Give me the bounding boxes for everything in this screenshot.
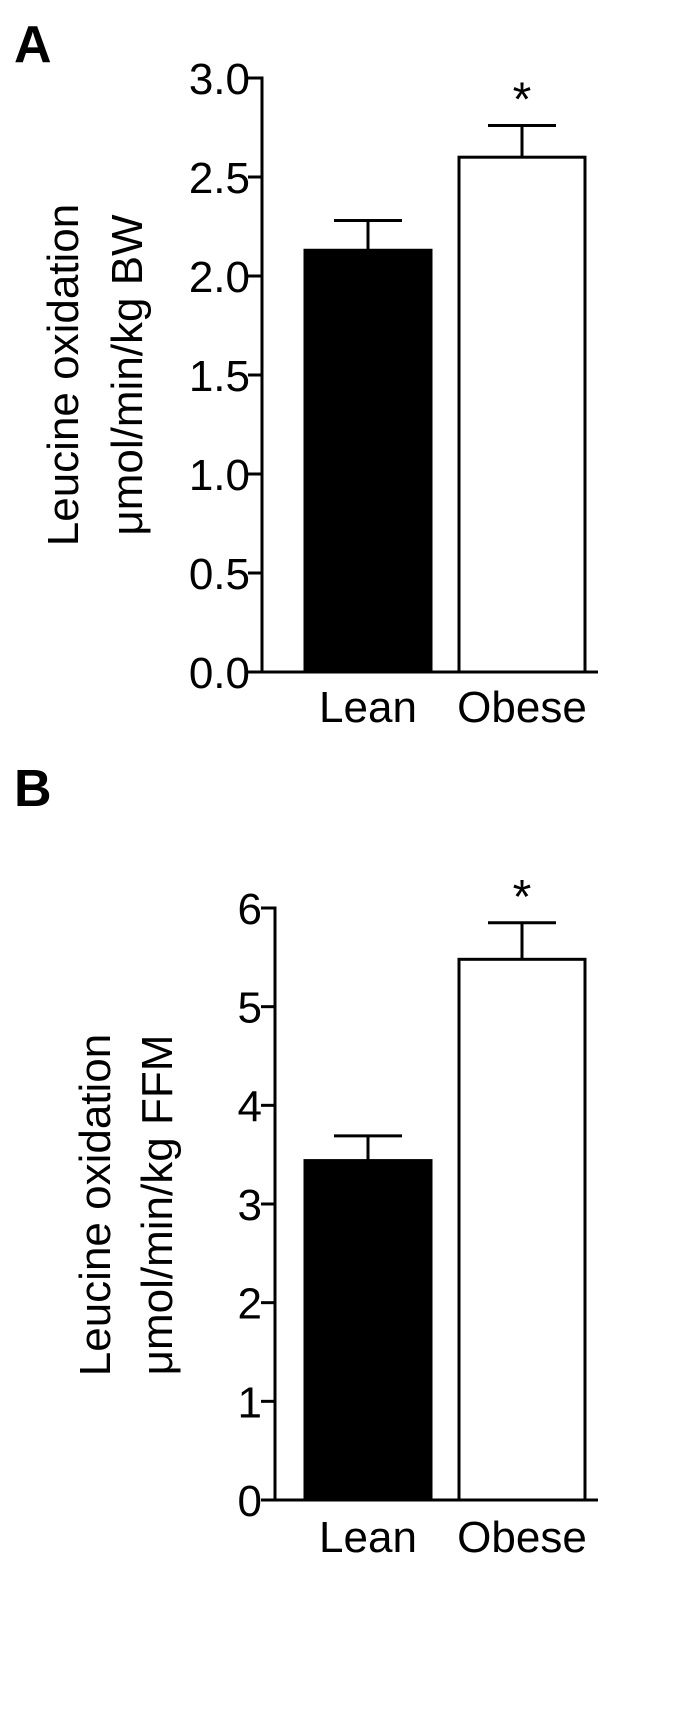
panel-a-y-label-line2: μmol/min/kg BW	[103, 214, 152, 536]
panel-a-significance-marker: *	[513, 74, 532, 127]
panel-a-bar-lean	[303, 248, 433, 674]
panel-b-significance-marker: *	[513, 871, 532, 924]
panel-b-y-label-line1: Leucine oxidation	[71, 1034, 120, 1376]
panel-a-bar-obese	[457, 155, 587, 674]
panel-a-x-tick-label-obese: Obese	[457, 683, 587, 732]
panel-b-y-axis-title: Leucine oxidation μmol/min/kg FFM	[71, 1034, 182, 1376]
panel-a-y-tick-label: 3.0	[189, 55, 250, 104]
panel-a-y-tick-label: 0.5	[189, 550, 250, 599]
panel-b-y-tick-label: 4	[238, 1082, 262, 1131]
panel-a-y-tick-label: 2.0	[189, 253, 250, 302]
panel-b-y-tick-label: 1	[238, 1378, 262, 1427]
panel-b-plot: 0 1 2 3 4 5 6 Lean Obese *	[238, 871, 598, 1562]
panel-a-plot: 0.0 0.5 1.0 1.5 2.0 2.5 3.0 Lean Obese *	[189, 55, 598, 732]
panel-b-y-tick-label: 2	[238, 1280, 262, 1329]
panel-b: B Leucine oxidation μmol/min/kg FFM 0 1 2 3…	[14, 760, 598, 1562]
panel-a-y-tick-label: 0.0	[189, 649, 250, 698]
panel-b-bar-obese	[457, 957, 587, 1502]
panel-a-y-tick-label: 2.5	[189, 154, 250, 203]
panel-a-x-tick-label-lean: Lean	[319, 683, 417, 732]
panel-a-y-tick-label: 1.5	[189, 352, 250, 401]
panel-a-y-label-line1: Leucine oxidation	[39, 204, 88, 546]
panel-a-y-tick-label: 1.0	[189, 451, 250, 500]
panel-a: A Leucine oxidation μmol/min/kg BW 0.00.…	[14, 16, 598, 732]
panel-b-label: B	[14, 760, 52, 818]
panel-b-y-tick-label: 6	[238, 885, 262, 934]
panel-b-x-tick-label-obese: Obese	[457, 1513, 587, 1562]
panel-b-y-label-line2: μmol/min/kg FFM	[133, 1035, 182, 1376]
panel-b-x-tick-label-lean: Lean	[319, 1513, 417, 1562]
panel-b-y-tick-label: 0	[238, 1477, 262, 1526]
panel-b-y-tick-label: 3	[238, 1181, 262, 1230]
panel-b-bar-lean	[303, 1159, 433, 1502]
panel-a-label: A	[14, 16, 52, 74]
panel-b-y-tick-label: 5	[238, 984, 262, 1033]
panel-a-y-axis-title: Leucine oxidation μmol/min/kg BW	[39, 204, 152, 546]
